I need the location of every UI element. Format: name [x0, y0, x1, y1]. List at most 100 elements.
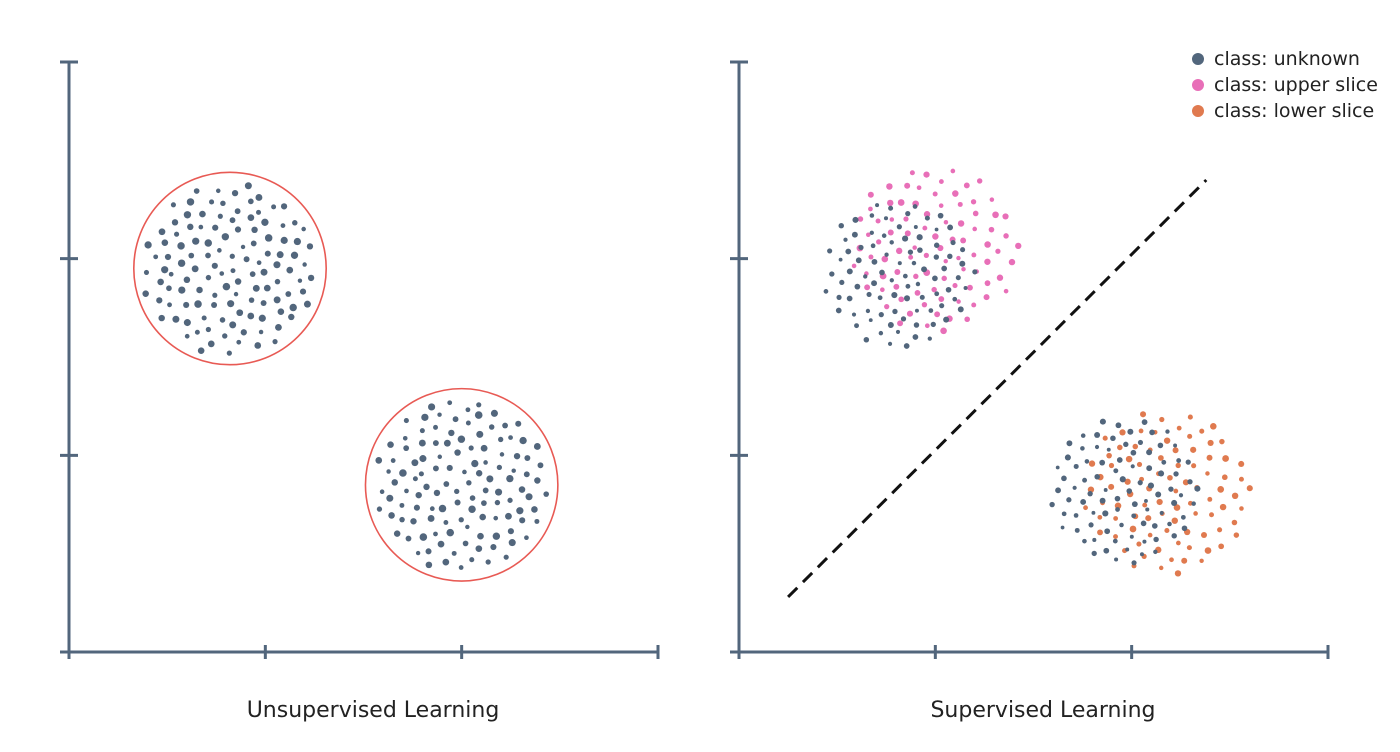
scatter-point-upper [971, 302, 977, 308]
scatter-point [276, 251, 284, 259]
scatter-point-lower [1117, 444, 1123, 451]
scatter-point-unknown [1157, 442, 1164, 449]
scatter-point-lower [1176, 425, 1182, 431]
scatter-point [399, 469, 407, 477]
scatter-point-lower [1199, 558, 1204, 564]
scatter-point-unknown [1091, 510, 1096, 515]
scatter-point-unknown [1171, 499, 1178, 507]
scatter-point-unknown [903, 295, 911, 302]
unsupervised-xlabel: Unsupervised Learning [246, 698, 500, 723]
scatter-point [286, 266, 294, 274]
scatter-point [468, 505, 476, 513]
scatter-point-unknown [1146, 449, 1153, 456]
scatter-point-unknown [1167, 521, 1172, 527]
scatter-point [375, 456, 383, 464]
legend-marker-unknown [1192, 53, 1204, 65]
scatter-point-unknown [1080, 446, 1085, 451]
scatter-point-upper [992, 211, 999, 219]
scatter-point-unknown [963, 286, 968, 291]
scatter-point-lower [1221, 474, 1228, 481]
scatter-point-unknown [1139, 552, 1144, 557]
scatter-point [302, 262, 307, 267]
scatter-point-upper [964, 316, 970, 323]
scatter-point [212, 224, 219, 231]
scatter-point-unknown [937, 212, 944, 219]
scatter-point [240, 244, 246, 250]
scatter-point-lower [1163, 437, 1171, 444]
scatter-point [177, 242, 185, 250]
scatter-point [376, 506, 383, 512]
scatter-point-unknown [1102, 510, 1109, 517]
scatter-point-upper [921, 301, 928, 308]
scatter-point-lower [1129, 525, 1137, 533]
unsupervised-plot [60, 60, 660, 659]
scatter-point-lower [1138, 428, 1144, 434]
scatter-point [280, 203, 288, 210]
scatter-point-lower [1218, 543, 1225, 550]
scatter-point-upper [897, 320, 904, 327]
scatter-point [194, 329, 200, 335]
scatter-point [490, 409, 498, 417]
scatter-point-unknown [852, 216, 859, 223]
scatter-point-upper [963, 182, 970, 189]
scatter-point-lower [1167, 474, 1173, 481]
scatter-point [170, 202, 176, 208]
scatter-point [250, 240, 257, 247]
scatter-point-upper [961, 266, 966, 272]
scatter-point-unknown [1055, 487, 1062, 494]
scatter-point [429, 506, 435, 512]
scatter-point [413, 504, 420, 511]
scatter-point [252, 284, 260, 292]
scatter-point [508, 435, 513, 440]
scatter-point-lower [1222, 455, 1229, 462]
scatter-point-unknown [829, 271, 835, 277]
scatter-point [197, 347, 205, 354]
scatter-point [209, 199, 215, 205]
scatter-point-unknown [875, 203, 880, 208]
scatter-point [433, 489, 441, 497]
scatter-point [507, 497, 513, 503]
scatter-point [465, 407, 471, 413]
scatter-point-unknown [1144, 499, 1148, 503]
scatter-point [506, 474, 514, 483]
scatter-point-lower [1113, 516, 1119, 521]
scatter-point-unknown [887, 341, 893, 346]
scatter-point-upper [876, 239, 882, 245]
scatter-point-unknown [941, 265, 948, 272]
scatter-point [507, 528, 514, 535]
scatter-point-lower [1142, 502, 1148, 508]
scatter-point [399, 516, 405, 523]
scatter-point-lower [1156, 498, 1163, 506]
scatter-point-unknown [866, 291, 872, 297]
scatter-point [153, 254, 159, 260]
scatter-point-upper [894, 269, 901, 275]
scatter-point-unknown [878, 330, 884, 336]
scatter-point [221, 233, 230, 241]
scatter-point-upper [893, 283, 900, 290]
scatter-point [205, 274, 212, 281]
scatter-point [388, 512, 395, 519]
scatter-point [277, 308, 285, 316]
scatter-point-upper [943, 219, 949, 225]
scatter-point [199, 210, 206, 218]
scatter-point-upper [904, 182, 911, 189]
scatter-point [518, 486, 526, 493]
scatter-point-unknown [921, 266, 927, 273]
scatter-point-upper [912, 245, 917, 250]
scatter-point [519, 517, 526, 524]
scatter-point-upper [976, 178, 983, 184]
scatter-point [411, 459, 419, 467]
scatter-point-lower [1136, 461, 1143, 468]
scatter-point [285, 291, 292, 297]
scatter-point [443, 520, 449, 525]
scatter-point-unknown [892, 308, 898, 315]
scatter-point-unknown [1181, 525, 1188, 532]
legend-marker-lower-slice [1192, 105, 1204, 117]
scatter-point [519, 436, 527, 445]
scatter-point [161, 266, 169, 274]
legend-label-lower-slice: class: lower slice [1214, 100, 1375, 122]
scatter-point [174, 231, 180, 237]
scatter-point-unknown [932, 275, 938, 282]
scatter-point [229, 217, 236, 224]
scatter-point-lower [1169, 557, 1174, 563]
